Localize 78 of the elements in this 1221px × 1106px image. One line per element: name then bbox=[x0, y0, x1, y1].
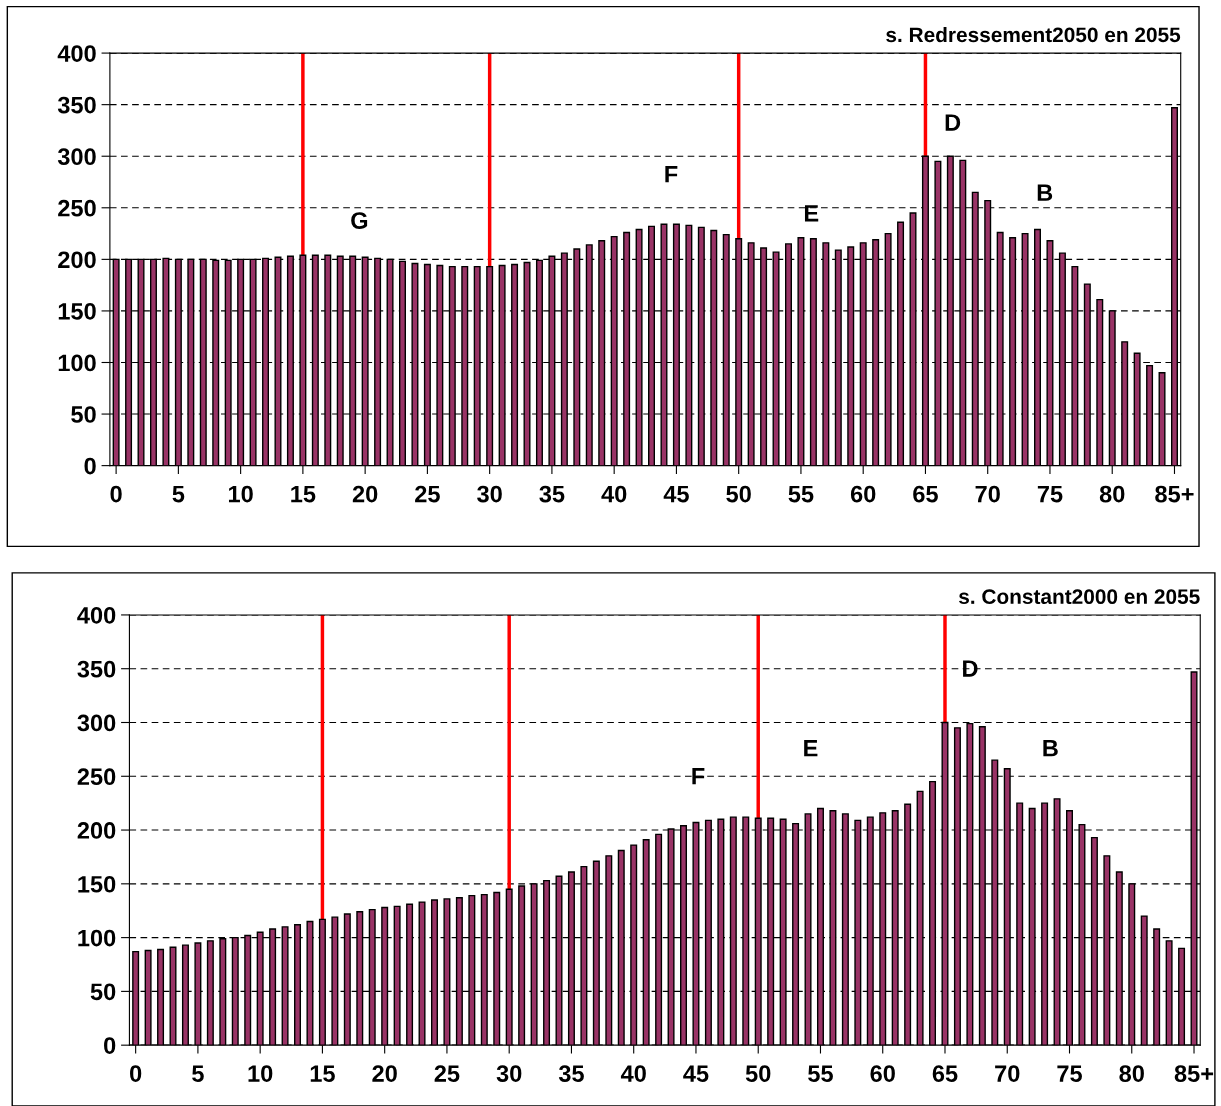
y-tick-label: 50 bbox=[90, 983, 116, 1001]
y-tick-label: 400 bbox=[57, 45, 96, 62]
y-tick-label: 350 bbox=[57, 96, 96, 114]
x-tick-label: 10 bbox=[228, 485, 253, 503]
chart-title: s. Redressement2050 en 2055 bbox=[886, 26, 1181, 43]
y-tick-label: 150 bbox=[78, 875, 116, 893]
x-tick-label: 45 bbox=[683, 1065, 709, 1082]
annotation: E bbox=[804, 740, 818, 757]
x-tick-label: 30 bbox=[496, 1065, 522, 1082]
y-tick-label: 150 bbox=[58, 302, 96, 320]
y-tick-label: 200 bbox=[58, 251, 96, 269]
annotation: B bbox=[1043, 740, 1058, 757]
x-tick-label: 85+ bbox=[1155, 485, 1194, 503]
bar bbox=[772, 251, 780, 466]
bar bbox=[884, 232, 892, 466]
chart-title: s. Constant2000 en 2055 bbox=[958, 589, 1200, 605]
y-tick-label: 200 bbox=[77, 822, 116, 839]
x-tick-label: 70 bbox=[995, 1065, 1020, 1082]
x-tick-label: 55 bbox=[808, 1065, 833, 1082]
bar bbox=[1016, 802, 1024, 1046]
y-tick-label: 250 bbox=[77, 768, 116, 786]
x-tick-label: 75 bbox=[1057, 1065, 1082, 1082]
y-tick-label: 350 bbox=[77, 660, 116, 678]
x-tick-label: 75 bbox=[1037, 485, 1063, 503]
x-tick-label: 35 bbox=[539, 485, 565, 503]
annotation: F bbox=[665, 166, 678, 183]
y-tick-label: 0 bbox=[104, 1037, 116, 1054]
y-tick-label: 300 bbox=[77, 714, 116, 732]
y-tick-label: 400 bbox=[77, 607, 116, 624]
x-tick-label: 80 bbox=[1099, 485, 1125, 503]
x-tick-label: 25 bbox=[415, 485, 440, 503]
x-tick-label: 40 bbox=[620, 1065, 646, 1082]
annotation: B bbox=[1037, 184, 1053, 201]
x-tick-label: 50 bbox=[726, 485, 751, 503]
bar bbox=[343, 913, 351, 1046]
bar bbox=[573, 248, 581, 466]
x-tick-label: 85+ bbox=[1174, 1065, 1214, 1082]
annotation: D bbox=[945, 114, 961, 131]
x-tick-label: 45 bbox=[663, 485, 689, 503]
bar bbox=[792, 822, 800, 1046]
bar bbox=[349, 255, 357, 466]
x-tick-label: 15 bbox=[310, 1065, 335, 1082]
x-tick-label: 5 bbox=[192, 1065, 204, 1082]
x-tick-label: 70 bbox=[975, 485, 1000, 503]
annotation: E bbox=[804, 205, 819, 222]
x-tick-label: 65 bbox=[913, 485, 938, 503]
x-tick-label: 65 bbox=[932, 1065, 958, 1082]
x-tick-label: 10 bbox=[248, 1065, 273, 1082]
y-tick-label: 100 bbox=[58, 354, 96, 372]
x-tick-label: 40 bbox=[601, 485, 627, 503]
x-tick-label: 20 bbox=[352, 485, 378, 503]
bar bbox=[685, 224, 693, 466]
x-tick-label: 80 bbox=[1119, 1065, 1144, 1082]
x-tick-label: 20 bbox=[372, 1065, 397, 1082]
y-tick-label: 250 bbox=[58, 199, 96, 217]
bar bbox=[996, 231, 1004, 466]
x-tick-label: 25 bbox=[434, 1065, 460, 1082]
x-tick-label: 15 bbox=[291, 485, 316, 503]
bar bbox=[461, 265, 469, 466]
x-tick-label: 5 bbox=[172, 485, 185, 503]
bar bbox=[680, 825, 688, 1046]
bar bbox=[125, 258, 133, 466]
bar bbox=[904, 803, 912, 1046]
annotation: F bbox=[692, 768, 705, 785]
x-tick-label: 50 bbox=[745, 1065, 771, 1082]
annotation: G bbox=[351, 212, 368, 229]
x-tick-label: 30 bbox=[477, 485, 502, 503]
x-tick-label: 0 bbox=[130, 1065, 142, 1082]
y-tick-label: 300 bbox=[57, 148, 96, 166]
bar bbox=[231, 936, 239, 1046]
x-tick-label: 55 bbox=[788, 485, 814, 503]
x-tick-label: 60 bbox=[870, 1065, 895, 1082]
x-tick-label: 60 bbox=[850, 485, 876, 503]
y-tick-label: 50 bbox=[71, 406, 96, 423]
bar bbox=[455, 897, 463, 1046]
y-tick-label: 100 bbox=[78, 929, 116, 947]
x-tick-label: 35 bbox=[558, 1065, 584, 1082]
y-tick-label: 0 bbox=[84, 457, 96, 475]
